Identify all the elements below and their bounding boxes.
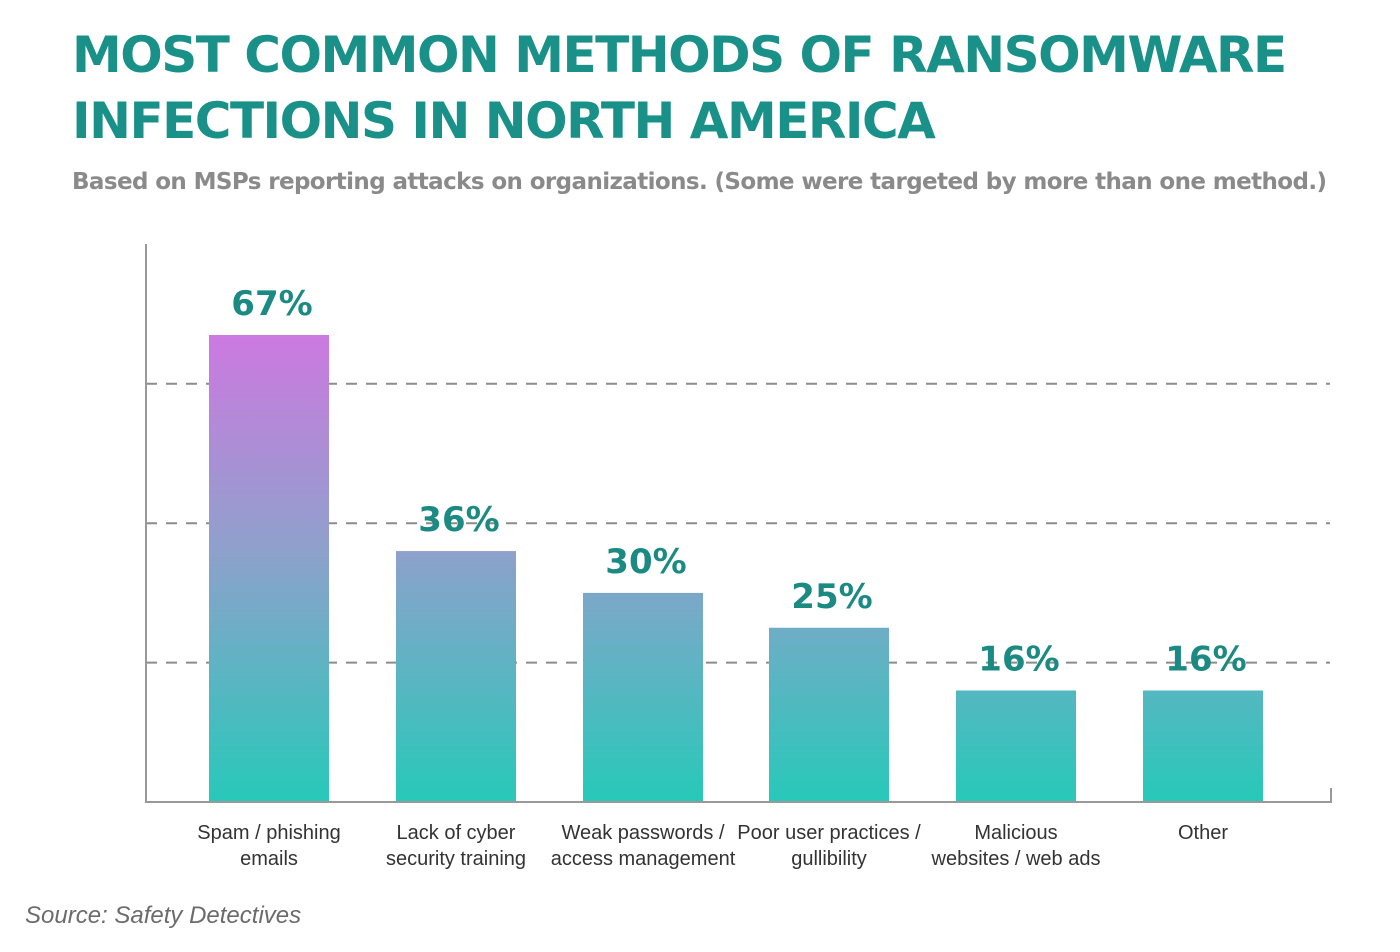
value-label: 30% [605, 542, 686, 582]
gridlines [146, 382, 1330, 664]
bar [956, 690, 1076, 802]
chart-title: MOST COMMON METHODS OF RANSOMWARE INFECT… [72, 26, 1287, 150]
category-label: Spam / phishing emails [197, 822, 340, 870]
chart-subtitle: Based on MSPs reporting attacks on organ… [72, 169, 1327, 195]
value-label: 36% [418, 500, 499, 540]
category-labels: Spam / phishing emails Lack of cyber securi… [197, 822, 1228, 870]
value-label: 16% [1165, 639, 1246, 679]
category-label-line: emails [240, 848, 298, 870]
value-label: 67% [231, 284, 312, 324]
category-label-line: Weak passwords / [561, 822, 724, 844]
category-label: Poor user practices / gullibility [737, 822, 921, 870]
category-label-line: Lack of cyber [397, 822, 516, 844]
category-label-line: Malicious [974, 822, 1057, 844]
bar [396, 551, 516, 802]
category-label: Lack of cyber security training [386, 822, 526, 870]
bar [209, 335, 329, 802]
category-label-line: Other [1178, 822, 1228, 844]
value-label: 25% [791, 577, 872, 617]
source-note: Source: Safety Detectives [25, 902, 302, 929]
category-label-line: gullibility [791, 848, 867, 870]
category-label-line: websites / web ads [931, 848, 1101, 870]
category-label-line: Spam / phishing [197, 822, 340, 844]
value-labels: 67% 36% 30% 25% 16% 16% [231, 284, 1246, 679]
category-label-line: security training [386, 848, 526, 870]
value-label: 16% [978, 639, 1059, 679]
category-label: Malicious websites / web ads [931, 822, 1101, 870]
category-label-line: access management [551, 848, 736, 870]
bar [1143, 690, 1263, 802]
category-label-line: Poor user practices / [737, 822, 921, 844]
bar [583, 592, 703, 802]
category-label: Weak passwords / access management [551, 822, 736, 870]
bar-chart: 67% 36% 30% 25% 16% 16% Spam / phishing emails… [145, 244, 1332, 870]
bars [209, 335, 1263, 802]
category-label: Other [1178, 822, 1228, 844]
axes [145, 244, 1332, 803]
bar [769, 627, 889, 802]
